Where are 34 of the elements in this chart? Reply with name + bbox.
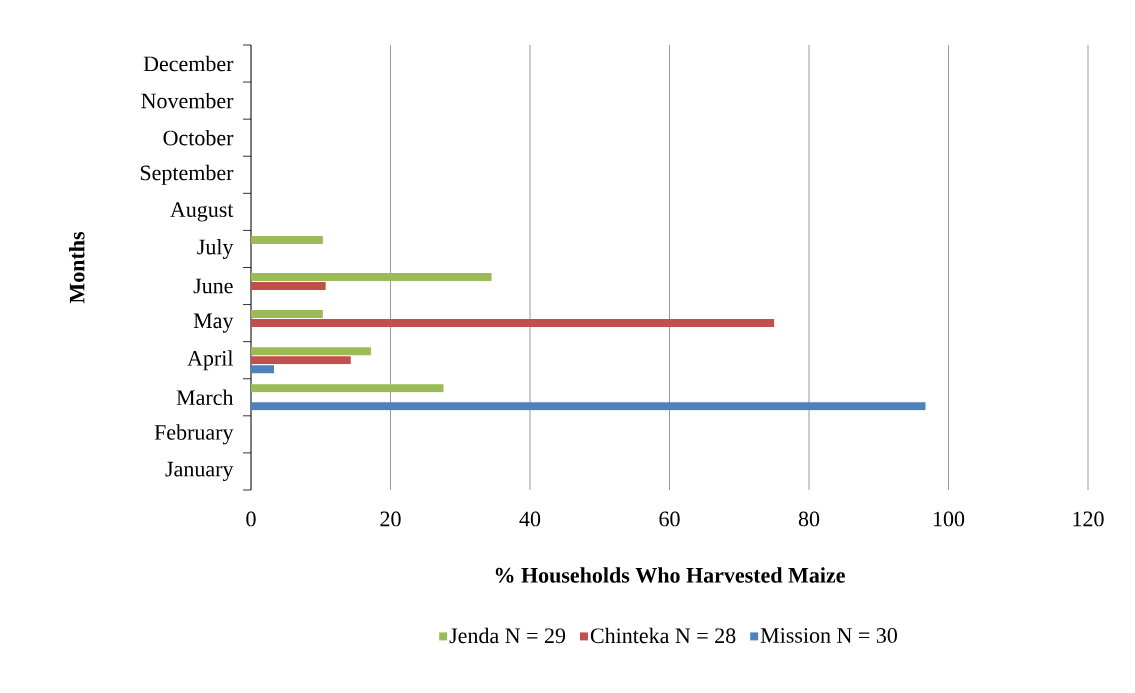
x-tick-label: 100 [933,511,965,527]
legend-label: Jenda N = 29 [449,627,566,644]
bar [251,384,444,393]
x-tick-label: 40 [519,511,541,527]
y-tick-label: July [197,238,234,259]
y-tick-label: May [193,313,234,333]
x-tick-label: 60 [659,511,680,527]
bar [251,402,926,411]
bar [251,235,323,244]
y-tick-label: January [165,461,234,482]
bar [251,319,775,328]
y-axis-title: Months [69,231,85,304]
bar [251,273,492,282]
bar [251,365,275,374]
x-tick-label: 20 [380,511,401,527]
y-tick-label: November [141,92,234,109]
y-tick-label: October [163,129,234,146]
x-tick-label: 0 [246,511,256,527]
legend-label: Mission N = 30 [760,628,897,643]
x-axis-title: % Households Who Harvested Maize [495,567,845,583]
bar [251,310,323,319]
y-tick-label: April [187,350,234,371]
y-tick-label: December [143,55,234,72]
bar [251,347,371,356]
bar [251,282,326,291]
y-tick-label: February [154,424,234,445]
legend-label: Chinteka N = 28 [590,627,736,644]
x-tick-label: 120 [1073,511,1104,527]
y-tick-label: September [140,164,234,185]
y-tick-label: June [193,278,233,294]
x-tick-label: 80 [798,511,820,527]
bar [251,356,351,365]
y-tick-label: August [170,202,234,222]
y-tick-label: March [176,389,234,406]
